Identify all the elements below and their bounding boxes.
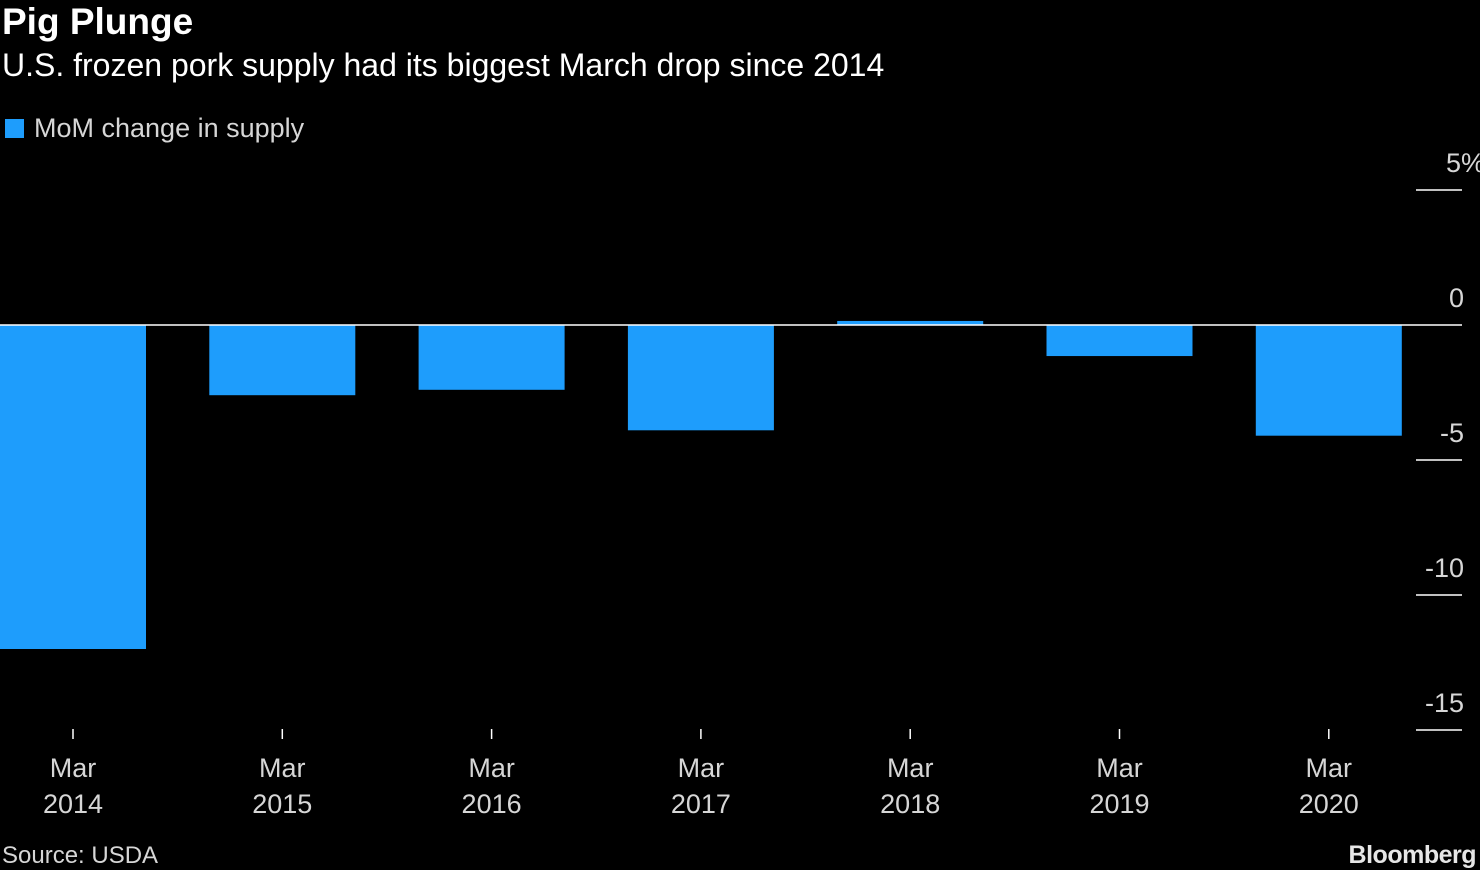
bar bbox=[0, 325, 146, 649]
source-note: Source: USDA bbox=[2, 842, 159, 869]
legend-label: MoM change in supply bbox=[34, 112, 305, 143]
bloomberg-logo: Bloomberg bbox=[1348, 841, 1477, 869]
bar bbox=[209, 325, 356, 396]
y-tick-label: 5% bbox=[1446, 148, 1480, 178]
bar bbox=[627, 325, 774, 431]
x-tick-label-month: Mar bbox=[1096, 753, 1143, 783]
x-tick-label-year: 2017 bbox=[671, 789, 731, 819]
x-tick-label-year: 2019 bbox=[1089, 789, 1149, 819]
y-tick-label: 0 bbox=[1449, 283, 1464, 313]
x-tick-label-year: 2014 bbox=[43, 789, 103, 819]
x-tick-label-month: Mar bbox=[50, 753, 97, 783]
bar bbox=[1046, 325, 1193, 357]
y-tick-label: -10 bbox=[1425, 553, 1464, 583]
chart-subtitle: U.S. frozen pork supply had its biggest … bbox=[2, 47, 885, 83]
x-tick-label-month: Mar bbox=[887, 753, 934, 783]
y-tick-label: -15 bbox=[1425, 688, 1464, 718]
x-tick-label-year: 2018 bbox=[880, 789, 940, 819]
y-tick-label: -5 bbox=[1440, 418, 1464, 448]
legend: MoM change in supply bbox=[5, 110, 304, 146]
x-tick-label-month: Mar bbox=[259, 753, 306, 783]
bar bbox=[837, 320, 984, 325]
x-tick-label-month: Mar bbox=[678, 753, 725, 783]
x-tick-label-month: Mar bbox=[1306, 753, 1353, 783]
bar bbox=[1255, 325, 1402, 436]
x-tick-label-year: 2015 bbox=[252, 789, 312, 819]
x-tick-label-month: Mar bbox=[468, 753, 515, 783]
bar bbox=[418, 325, 565, 390]
legend-swatch bbox=[5, 118, 24, 138]
chart-title: Pig Plunge bbox=[2, 1, 194, 42]
x-tick-label-year: 2020 bbox=[1299, 789, 1359, 819]
x-tick-label-year: 2016 bbox=[462, 789, 522, 819]
